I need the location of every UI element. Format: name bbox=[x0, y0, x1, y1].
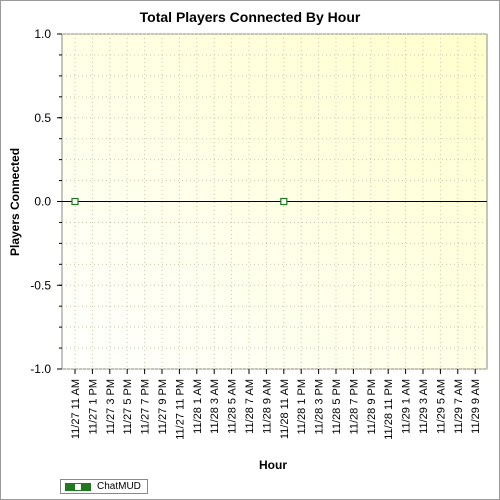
x-tick-label: 11/27 7 PM bbox=[140, 379, 152, 434]
y-tick-label: 0.5 bbox=[34, 111, 51, 125]
legend-swatch-chatmud bbox=[65, 482, 91, 491]
x-tick-label: 11/27 3 PM bbox=[105, 379, 117, 434]
legend-label-chatmud: ChatMUD bbox=[97, 481, 141, 492]
x-tick-label: 11/28 1 AM bbox=[192, 379, 204, 434]
x-tick-label: 11/28 1 PM bbox=[296, 379, 308, 434]
x-tick-label: 11/27 11 AM bbox=[70, 379, 82, 439]
data-point-marker bbox=[280, 197, 288, 206]
y-axis-ticks: 1.0 0.5 0.0 -0.5 -1.0 bbox=[30, 27, 62, 376]
x-tick-label: 11/27 9 PM bbox=[157, 379, 169, 434]
y-tick-label: 1.0 bbox=[34, 27, 51, 41]
y-tick-label: 0.0 bbox=[34, 195, 51, 209]
x-tick-label: 11/28 11 AM bbox=[279, 379, 291, 439]
x-tick-label: 11/28 3 AM bbox=[209, 379, 221, 434]
data-point-marker bbox=[71, 197, 79, 206]
x-tick-label: 11/27 11 PM bbox=[174, 379, 186, 440]
x-tick-label: 11/28 9 PM bbox=[366, 379, 378, 434]
x-tick-label: 11/28 7 PM bbox=[348, 379, 360, 434]
y-tick-label: -1.0 bbox=[30, 362, 51, 376]
grid-lines bbox=[62, 33, 487, 370]
x-tick-label: 11/29 7 AM bbox=[453, 379, 465, 434]
x-tick-label: 11/29 1 AM bbox=[401, 379, 413, 434]
y-tick-label: -0.5 bbox=[30, 278, 51, 292]
x-tick-label: 11/27 5 PM bbox=[122, 379, 134, 434]
x-tick-label: 11/28 5 PM bbox=[331, 379, 343, 434]
x-tick-label: 11/29 5 AM bbox=[435, 379, 447, 434]
series-layer bbox=[71, 197, 288, 206]
x-axis-ticks: 11/27 11 AM 11/27 1 PM 11/27 3 PM 11/27 5 P… bbox=[70, 369, 482, 440]
chart-title: Total Players Connected By Hour bbox=[140, 9, 361, 25]
x-tick-label: 11/28 9 AM bbox=[261, 379, 273, 434]
x-tick-label: 11/27 1 PM bbox=[87, 379, 99, 434]
x-tick-label: 11/28 11 PM bbox=[383, 379, 395, 440]
x-tick-label: 11/28 5 AM bbox=[227, 379, 239, 434]
x-tick-label: 11/29 3 AM bbox=[418, 379, 430, 434]
x-tick-label: 11/29 9 AM bbox=[470, 379, 482, 434]
x-tick-label: 11/28 3 PM bbox=[314, 379, 326, 434]
y-axis-title: Players Connected bbox=[8, 148, 22, 256]
x-axis-title: Hour bbox=[259, 458, 287, 472]
x-tick-label: 11/28 7 AM bbox=[244, 379, 256, 434]
legend: ChatMUD bbox=[60, 479, 148, 494]
